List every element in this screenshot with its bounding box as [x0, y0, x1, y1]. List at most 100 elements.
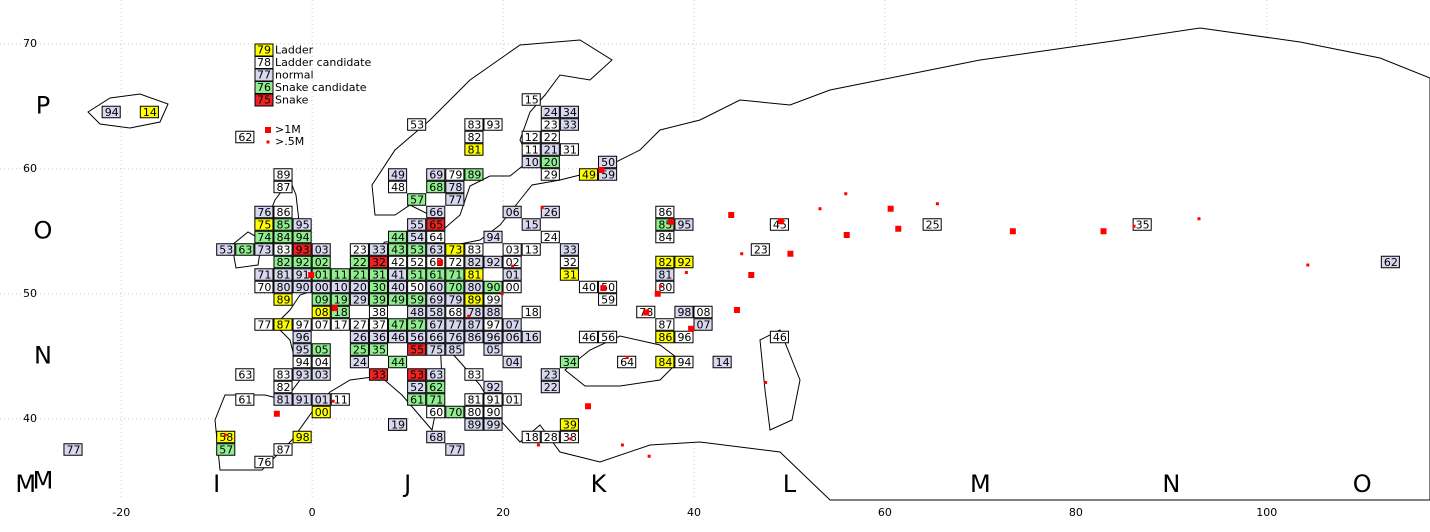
grid-square — [464, 330, 484, 344]
grid-square — [426, 243, 446, 256]
field-col-label: L — [783, 470, 797, 498]
square-label: 77 — [67, 444, 81, 457]
grid-square — [598, 330, 618, 344]
square-label: 33 — [563, 244, 577, 257]
grid-square — [559, 105, 579, 119]
city-marker — [844, 192, 848, 196]
y-tick-label: 60 — [23, 162, 37, 175]
grid-square — [464, 305, 484, 319]
grid-square — [445, 168, 465, 181]
square-label: 12 — [525, 131, 539, 144]
grid-square — [559, 268, 579, 281]
grid-square — [273, 255, 293, 269]
square-label: 50 — [601, 156, 615, 169]
square-label: 20 — [353, 281, 367, 294]
grid-square — [292, 430, 312, 444]
grid-square — [521, 305, 541, 319]
grid-square — [407, 368, 427, 381]
x-tick-label: 80 — [1069, 506, 1083, 519]
square-label: 73 — [257, 244, 271, 257]
square-label: 35 — [372, 344, 386, 357]
grid-square — [368, 305, 389, 319]
square-label: 92 — [487, 381, 501, 394]
grid-square — [922, 218, 942, 231]
grid-square — [559, 243, 579, 256]
grid-square — [540, 168, 560, 181]
square-label: 33 — [563, 119, 577, 132]
grid-square — [311, 405, 331, 419]
grid-square — [101, 105, 121, 119]
grid-square — [388, 293, 408, 306]
grid-square — [502, 330, 522, 344]
grid-square — [407, 280, 427, 294]
square-label: 22 — [544, 131, 558, 144]
grid-square — [540, 205, 560, 219]
grid-square — [426, 330, 446, 344]
city-marker — [647, 454, 651, 458]
city-marker — [331, 305, 338, 312]
grid-square — [1380, 255, 1400, 269]
square-label: 82 — [277, 256, 291, 269]
square-label: 82 — [658, 256, 672, 269]
square-label: 68 — [448, 306, 462, 319]
square-label: 52 — [410, 381, 424, 394]
grid-square — [445, 343, 465, 356]
grid-square — [445, 330, 465, 344]
city-marker — [223, 433, 227, 437]
square-label: 55 — [410, 344, 424, 357]
square-label: 95 — [296, 344, 310, 357]
city-marker — [540, 206, 544, 209]
square-label: 97 — [487, 319, 501, 332]
square-label: 96 — [677, 331, 691, 344]
grid-square — [426, 180, 446, 194]
city-marker — [895, 225, 902, 232]
legend-sample: 77 — [257, 69, 271, 82]
grid-square — [407, 380, 427, 394]
grid-square — [426, 368, 446, 381]
grid-square — [273, 180, 293, 194]
grid-square — [292, 243, 312, 256]
iceland — [87, 93, 169, 129]
square-label: 98 — [677, 306, 691, 319]
legend-marker — [266, 140, 270, 144]
grid-square — [559, 430, 579, 444]
square-label: 86 — [467, 331, 481, 344]
grid-square — [464, 393, 484, 406]
square-label: 00 — [506, 281, 520, 294]
square-label: 09 — [315, 294, 329, 307]
square-label: 84 — [658, 356, 672, 369]
square-label: 79 — [448, 294, 462, 307]
grid-square — [502, 205, 522, 219]
grid-square — [388, 330, 408, 344]
square-label: 95 — [677, 219, 691, 232]
city-marker — [748, 272, 755, 278]
square-label: 61 — [429, 269, 443, 282]
grid-square — [426, 393, 446, 406]
square-label: 25 — [353, 344, 367, 357]
legend-label: normal — [275, 69, 314, 82]
grid-square — [426, 293, 446, 306]
square-label: 03 — [315, 244, 329, 257]
city-marker — [643, 309, 650, 316]
grid-square — [311, 243, 331, 256]
square-label: 86 — [658, 206, 672, 219]
square-label: 86 — [277, 206, 291, 219]
y-tick-label: 70 — [23, 37, 37, 50]
square-label: 93 — [296, 244, 310, 257]
grid-square — [292, 230, 312, 244]
square-label: 69 — [429, 294, 443, 307]
y-tick-label: 40 — [23, 412, 37, 425]
square-label: 02 — [315, 256, 329, 269]
city-marker — [733, 307, 740, 313]
grid-square — [216, 443, 236, 456]
grid-square — [311, 368, 331, 381]
grid-square — [521, 430, 541, 444]
caspian-sea — [759, 329, 801, 431]
field-row-label: O — [34, 216, 53, 244]
square-label: 05 — [315, 344, 329, 357]
grid-square — [273, 293, 293, 306]
grid-square — [674, 255, 694, 269]
square-label: 80 — [467, 281, 481, 294]
legend-sample: 75 — [257, 94, 271, 107]
